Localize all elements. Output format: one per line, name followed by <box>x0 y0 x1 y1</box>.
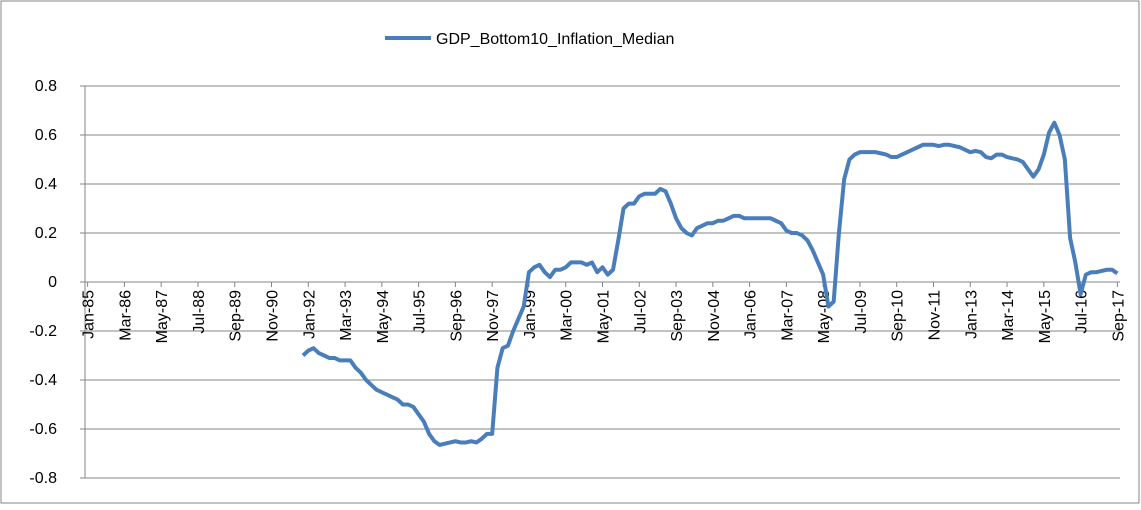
x-tick-label: Nov-97 <box>485 290 502 342</box>
x-tick-label: Sep-03 <box>669 290 686 342</box>
x-tick-label: Jan-06 <box>743 290 760 339</box>
y-tick-label: 0.6 <box>35 127 57 144</box>
y-tick-label: -0.2 <box>29 323 57 340</box>
x-tick-label: Sep-96 <box>448 290 465 342</box>
x-tick-label: Jul-88 <box>191 290 208 334</box>
x-tick-label: Sep-10 <box>890 290 907 342</box>
x-tick-label: Sep-89 <box>228 290 245 342</box>
x-tick-label: Jul-16 <box>1074 290 1091 334</box>
y-tick-label: -0.6 <box>29 421 57 438</box>
y-tick-label: 0 <box>48 274 57 291</box>
y-tick-label: 0.8 <box>35 78 57 95</box>
x-tick-label: Jul-09 <box>853 290 870 334</box>
x-tick-label: May-94 <box>375 290 392 343</box>
x-tick-label: Jul-02 <box>632 290 649 334</box>
y-tick-label: 0.2 <box>35 225 57 242</box>
x-tick-label: Mar-86 <box>117 290 134 341</box>
x-tick-label: Jan-85 <box>81 290 98 339</box>
legend-label: GDP_Bottom10_Inflation_Median <box>436 31 674 48</box>
x-tick-label: Jan-92 <box>301 290 318 339</box>
x-tick-label: Mar-00 <box>559 290 576 341</box>
x-tick-label: May-01 <box>596 290 613 343</box>
x-tick-label: May-15 <box>1037 290 1054 343</box>
x-tick-label: Mar-14 <box>1000 290 1017 341</box>
x-tick-label: Jan-13 <box>963 290 980 339</box>
x-tick-label: Jul-95 <box>412 290 429 334</box>
x-tick-label: Nov-11 <box>926 290 943 340</box>
x-tick-label: Sep-17 <box>1110 290 1127 342</box>
x-tick-label: Nov-90 <box>265 290 282 342</box>
x-tick-label: May-08 <box>816 290 833 343</box>
x-tick-label: Mar-07 <box>779 290 796 341</box>
x-tick-label: May-87 <box>154 290 171 343</box>
x-tick-label: Mar-93 <box>338 290 355 341</box>
series-line <box>301 120 1119 447</box>
y-tick-label: -0.8 <box>29 470 57 487</box>
y-tick-label: 0.4 <box>35 176 57 193</box>
x-tick-label: Nov-04 <box>706 290 723 342</box>
y-tick-label: -0.4 <box>29 372 57 389</box>
